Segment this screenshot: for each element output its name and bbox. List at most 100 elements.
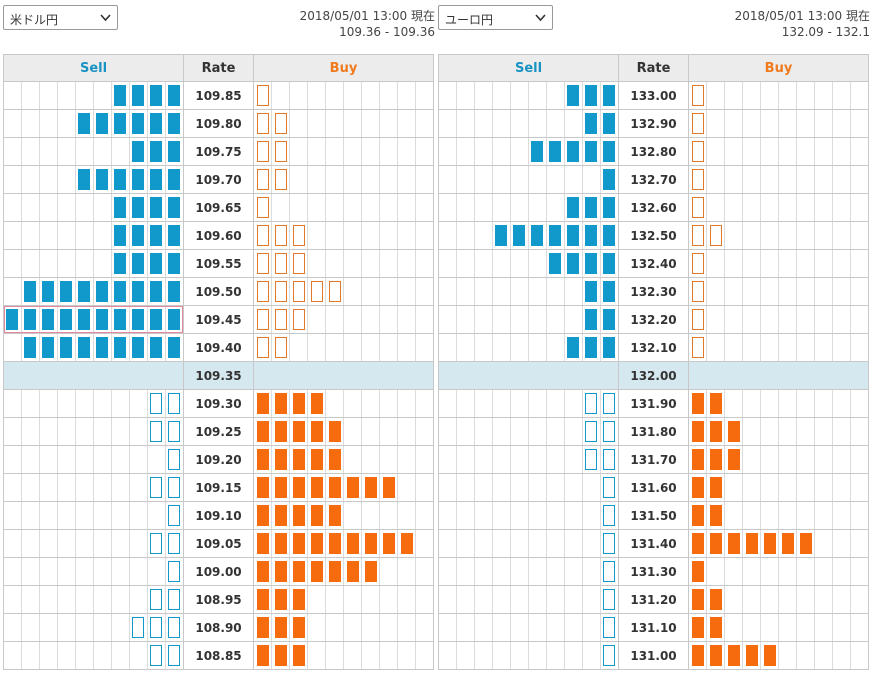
buy-cell[interactable] [253, 417, 434, 446]
buy-cell[interactable] [253, 221, 434, 250]
buy-cell[interactable] [688, 221, 869, 250]
sell-cell[interactable] [438, 221, 619, 250]
sell-cell[interactable] [438, 165, 619, 194]
buy-cell[interactable] [253, 249, 434, 278]
table-row: 131.50 [438, 501, 869, 530]
sell-cell[interactable] [438, 277, 619, 306]
buy-order-block [347, 477, 359, 498]
buy-cell[interactable] [688, 613, 869, 642]
sell-cell[interactable] [438, 81, 619, 110]
buy-cell[interactable] [688, 389, 869, 418]
sell-cell[interactable] [438, 389, 619, 418]
sell-cell[interactable] [3, 249, 184, 278]
sell-cell[interactable] [438, 333, 619, 362]
sell-cell[interactable] [438, 501, 619, 530]
buy-order-block [275, 645, 287, 666]
sell-cell[interactable] [438, 305, 619, 334]
table-row: 131.40 [438, 529, 869, 558]
buy-cell[interactable] [688, 193, 869, 222]
buy-cell[interactable] [688, 109, 869, 138]
table-row: 131.00 [438, 641, 869, 670]
sell-cell[interactable] [3, 557, 184, 586]
buy-cell[interactable] [688, 641, 869, 670]
sell-order-outline [150, 533, 162, 554]
buy-cell[interactable] [253, 557, 434, 586]
buy-cell[interactable] [688, 81, 869, 110]
buy-cell[interactable] [688, 333, 869, 362]
rate-cell: 132.00 [618, 361, 689, 390]
sell-cell[interactable] [3, 613, 184, 642]
sell-cell[interactable] [3, 193, 184, 222]
sell-cell[interactable] [438, 613, 619, 642]
sell-cell[interactable] [438, 585, 619, 614]
sell-cell[interactable] [438, 193, 619, 222]
sell-cell[interactable] [3, 277, 184, 306]
sell-cell[interactable] [3, 109, 184, 138]
buy-order-block [293, 421, 305, 442]
sell-cell[interactable] [3, 305, 184, 334]
rate-cell: 109.25 [183, 417, 254, 446]
chevron-down-icon [535, 14, 546, 22]
sell-cell[interactable] [438, 529, 619, 558]
sell-cell[interactable] [438, 109, 619, 138]
sell-cell[interactable] [3, 529, 184, 558]
buy-cell[interactable] [253, 305, 434, 334]
buy-cell[interactable] [688, 249, 869, 278]
sell-cell[interactable] [438, 641, 619, 670]
sell-cell[interactable] [3, 501, 184, 530]
sell-cell[interactable] [3, 389, 184, 418]
sell-order-block [567, 141, 579, 162]
currency-pair-select[interactable]: 米ドル円 [3, 5, 118, 30]
sell-cell[interactable] [3, 221, 184, 250]
buy-cell[interactable] [253, 501, 434, 530]
buy-cell[interactable] [688, 305, 869, 334]
buy-cell[interactable] [688, 557, 869, 586]
sell-cell[interactable] [3, 641, 184, 670]
buy-cell[interactable] [253, 445, 434, 474]
buy-cell[interactable] [253, 473, 434, 502]
buy-cell[interactable] [688, 417, 869, 446]
buy-cell[interactable] [688, 501, 869, 530]
buy-cell[interactable] [253, 333, 434, 362]
buy-cell[interactable] [688, 361, 869, 390]
sell-cell[interactable] [438, 445, 619, 474]
sell-cell[interactable] [438, 249, 619, 278]
sell-cell[interactable] [438, 361, 619, 390]
buy-cell[interactable] [253, 529, 434, 558]
sell-cell[interactable] [3, 137, 184, 166]
buy-cell[interactable] [253, 585, 434, 614]
buy-cell[interactable] [688, 165, 869, 194]
buy-cell[interactable] [253, 137, 434, 166]
buy-cell[interactable] [253, 641, 434, 670]
sell-cell[interactable] [438, 557, 619, 586]
buy-cell[interactable] [253, 277, 434, 306]
sell-cell[interactable] [438, 473, 619, 502]
buy-cell[interactable] [688, 277, 869, 306]
sell-cell[interactable] [3, 81, 184, 110]
sell-cell[interactable] [3, 585, 184, 614]
sell-order-outline [603, 617, 615, 638]
sell-cell[interactable] [438, 137, 619, 166]
sell-cell[interactable] [3, 445, 184, 474]
sell-cell[interactable] [3, 165, 184, 194]
sell-order-block [78, 281, 90, 302]
buy-order-block [764, 645, 776, 666]
buy-cell[interactable] [253, 193, 434, 222]
sell-cell[interactable] [3, 473, 184, 502]
buy-cell[interactable] [253, 389, 434, 418]
sell-cell[interactable] [3, 361, 184, 390]
currency-pair-select[interactable]: ユーロ円 [438, 5, 553, 30]
sell-cell[interactable] [438, 417, 619, 446]
buy-cell[interactable] [688, 137, 869, 166]
buy-cell[interactable] [253, 81, 434, 110]
buy-cell[interactable] [688, 529, 869, 558]
buy-cell[interactable] [688, 585, 869, 614]
sell-cell[interactable] [3, 333, 184, 362]
buy-cell[interactable] [253, 109, 434, 138]
buy-cell[interactable] [688, 473, 869, 502]
sell-cell[interactable] [3, 417, 184, 446]
buy-cell[interactable] [253, 613, 434, 642]
buy-cell[interactable] [253, 165, 434, 194]
buy-cell[interactable] [688, 445, 869, 474]
buy-cell[interactable] [253, 361, 434, 390]
